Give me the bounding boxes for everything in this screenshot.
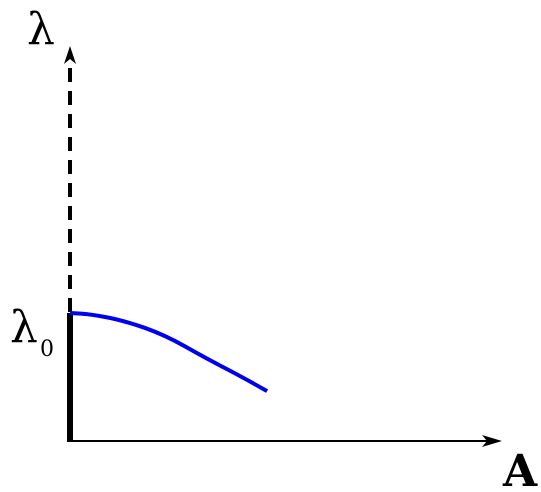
y-axis-label: λ: [27, 4, 55, 55]
x-axis-label: A: [502, 446, 538, 492]
lambda0-symbol: λ: [10, 302, 38, 353]
y-axis-arrowhead: [64, 46, 76, 64]
x-axis-arrowhead: [482, 435, 502, 447]
branch-curve: [69, 311, 269, 393]
lambda0-subscript: 0: [40, 337, 54, 362]
